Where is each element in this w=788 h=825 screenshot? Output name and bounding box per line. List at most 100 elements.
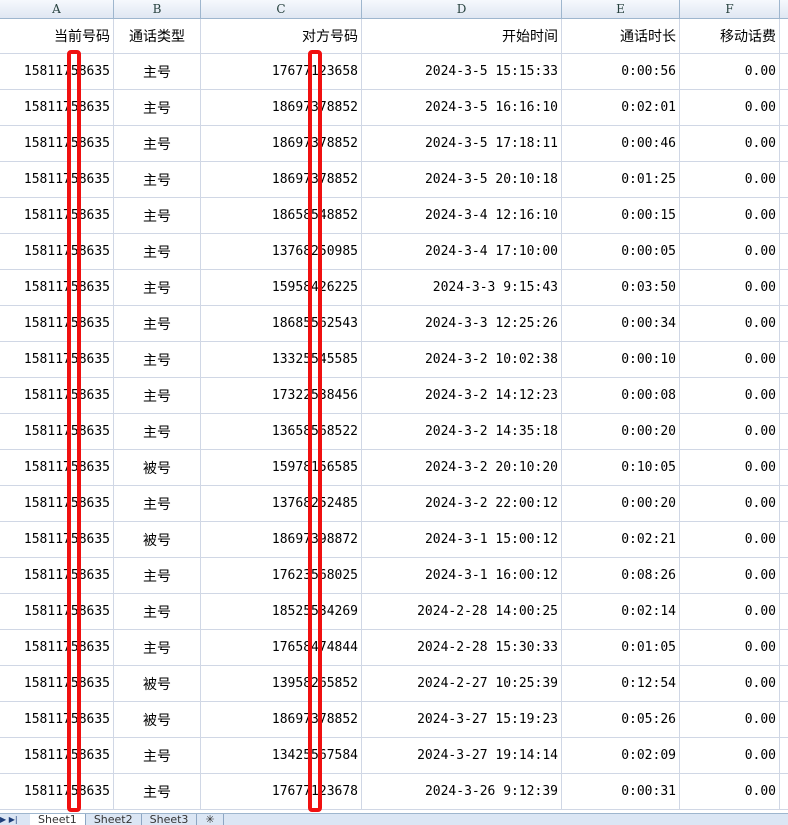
header-current-number[interactable]: 当前号码 — [0, 19, 114, 53]
current-number-cell[interactable]: 15811758635 — [0, 270, 114, 305]
start-time-cell[interactable]: 2024-3-1 15:00:12 — [362, 522, 562, 557]
duration-cell[interactable]: 0:00:20 — [562, 414, 680, 449]
start-time-cell[interactable]: 2024-2-27 10:25:39 — [362, 666, 562, 701]
fee-cell[interactable]: 0.00 — [680, 702, 780, 737]
duration-cell[interactable]: 0:02:01 — [562, 90, 680, 125]
header-other-number[interactable]: 对方号码 — [201, 19, 362, 53]
duration-cell[interactable]: 0:05:26 — [562, 702, 680, 737]
duration-cell[interactable]: 0:00:56 — [562, 54, 680, 89]
sheet-tab-1[interactable]: Sheet1 — [30, 814, 86, 825]
column-header-f[interactable]: F — [680, 0, 780, 18]
current-number-cell[interactable]: 15811758635 — [0, 162, 114, 197]
fee-cell[interactable]: 0.00 — [680, 54, 780, 89]
duration-cell[interactable]: 0:01:05 — [562, 630, 680, 665]
column-header-e[interactable]: E — [562, 0, 680, 18]
sheet-nav-arrows-icon[interactable]: ▶ ▶| — [0, 815, 18, 824]
other-number-cell[interactable]: 18525534269 — [201, 594, 362, 629]
start-time-cell[interactable]: 2024-3-26 9:12:39 — [362, 774, 562, 809]
fee-cell[interactable]: 0.00 — [680, 378, 780, 413]
start-time-cell[interactable]: 2024-3-1 16:00:12 — [362, 558, 562, 593]
other-number-cell[interactable]: 18685562543 — [201, 306, 362, 341]
call-type-cell[interactable]: 被号 — [114, 522, 201, 557]
current-number-cell[interactable]: 15811758635 — [0, 234, 114, 269]
other-number-cell[interactable]: 18697378852 — [201, 126, 362, 161]
fee-cell[interactable]: 0.00 — [680, 594, 780, 629]
call-type-cell[interactable]: 主号 — [114, 738, 201, 773]
other-number-cell[interactable]: 18658548852 — [201, 198, 362, 233]
current-number-cell[interactable]: 15811758635 — [0, 306, 114, 341]
start-time-cell[interactable]: 2024-3-2 14:35:18 — [362, 414, 562, 449]
duration-cell[interactable]: 0:00:10 — [562, 342, 680, 377]
fee-cell[interactable]: 0.00 — [680, 558, 780, 593]
call-type-cell[interactable]: 主号 — [114, 306, 201, 341]
duration-cell[interactable]: 0:08:26 — [562, 558, 680, 593]
current-number-cell[interactable]: 15811758635 — [0, 630, 114, 665]
duration-cell[interactable]: 0:00:46 — [562, 126, 680, 161]
other-number-cell[interactable]: 17623568025 — [201, 558, 362, 593]
duration-cell[interactable]: 0:02:14 — [562, 594, 680, 629]
column-header-c[interactable]: C — [201, 0, 362, 18]
current-number-cell[interactable]: 15811758635 — [0, 414, 114, 449]
other-number-cell[interactable]: 18697378852 — [201, 162, 362, 197]
current-number-cell[interactable]: 15811758635 — [0, 594, 114, 629]
other-number-cell[interactable]: 17658474844 — [201, 630, 362, 665]
duration-cell[interactable]: 0:10:05 — [562, 450, 680, 485]
call-type-cell[interactable]: 主号 — [114, 594, 201, 629]
call-type-cell[interactable]: 主号 — [114, 558, 201, 593]
start-time-cell[interactable]: 2024-3-2 22:00:12 — [362, 486, 562, 521]
start-time-cell[interactable]: 2024-3-5 15:15:33 — [362, 54, 562, 89]
fee-cell[interactable]: 0.00 — [680, 198, 780, 233]
fee-cell[interactable]: 0.00 — [680, 450, 780, 485]
column-header-a[interactable]: A — [0, 0, 114, 18]
current-number-cell[interactable]: 15811758635 — [0, 522, 114, 557]
call-type-cell[interactable]: 主号 — [114, 198, 201, 233]
header-start-time[interactable]: 开始时间 — [362, 19, 562, 53]
column-header-b[interactable]: B — [114, 0, 201, 18]
header-fee[interactable]: 移动话费 — [680, 19, 780, 53]
call-type-cell[interactable]: 主号 — [114, 162, 201, 197]
fee-cell[interactable]: 0.00 — [680, 342, 780, 377]
current-number-cell[interactable]: 15811758635 — [0, 450, 114, 485]
duration-cell[interactable]: 0:01:25 — [562, 162, 680, 197]
call-type-cell[interactable]: 主号 — [114, 342, 201, 377]
call-type-cell[interactable]: 主号 — [114, 54, 201, 89]
start-time-cell[interactable]: 2024-3-3 12:25:26 — [362, 306, 562, 341]
start-time-cell[interactable]: 2024-3-5 20:10:18 — [362, 162, 562, 197]
start-time-cell[interactable]: 2024-3-2 10:02:38 — [362, 342, 562, 377]
start-time-cell[interactable]: 2024-3-2 20:10:20 — [362, 450, 562, 485]
duration-cell[interactable]: 0:00:20 — [562, 486, 680, 521]
start-time-cell[interactable]: 2024-3-27 19:14:14 — [362, 738, 562, 773]
fee-cell[interactable]: 0.00 — [680, 486, 780, 521]
start-time-cell[interactable]: 2024-3-5 17:18:11 — [362, 126, 562, 161]
other-number-cell[interactable]: 13958265852 — [201, 666, 362, 701]
current-number-cell[interactable]: 15811758635 — [0, 126, 114, 161]
current-number-cell[interactable]: 15811758635 — [0, 774, 114, 809]
call-type-cell[interactable]: 被号 — [114, 702, 201, 737]
start-time-cell[interactable]: 2024-2-28 14:00:25 — [362, 594, 562, 629]
call-type-cell[interactable]: 主号 — [114, 486, 201, 521]
start-time-cell[interactable]: 2024-2-28 15:30:33 — [362, 630, 562, 665]
call-type-cell[interactable]: 主号 — [114, 270, 201, 305]
other-number-cell[interactable]: 15978156585 — [201, 450, 362, 485]
start-time-cell[interactable]: 2024-3-2 14:12:23 — [362, 378, 562, 413]
fee-cell[interactable]: 0.00 — [680, 306, 780, 341]
sheet-tab-2[interactable]: Sheet2 — [86, 814, 142, 825]
duration-cell[interactable]: 0:03:50 — [562, 270, 680, 305]
fee-cell[interactable]: 0.00 — [680, 666, 780, 701]
current-number-cell[interactable]: 15811758635 — [0, 198, 114, 233]
current-number-cell[interactable]: 15811758635 — [0, 342, 114, 377]
fee-cell[interactable]: 0.00 — [680, 234, 780, 269]
other-number-cell[interactable]: 18697398872 — [201, 522, 362, 557]
other-number-cell[interactable]: 13768252485 — [201, 486, 362, 521]
sheet-tab-3[interactable]: Sheet3 — [142, 814, 198, 825]
call-type-cell[interactable]: 主号 — [114, 414, 201, 449]
fee-cell[interactable]: 0.00 — [680, 738, 780, 773]
fee-cell[interactable]: 0.00 — [680, 90, 780, 125]
duration-cell[interactable]: 0:02:21 — [562, 522, 680, 557]
call-type-cell[interactable]: 主号 — [114, 774, 201, 809]
fee-cell[interactable]: 0.00 — [680, 630, 780, 665]
start-time-cell[interactable]: 2024-3-5 16:16:10 — [362, 90, 562, 125]
current-number-cell[interactable]: 15811758635 — [0, 558, 114, 593]
duration-cell[interactable]: 0:00:08 — [562, 378, 680, 413]
other-number-cell[interactable]: 13425567584 — [201, 738, 362, 773]
